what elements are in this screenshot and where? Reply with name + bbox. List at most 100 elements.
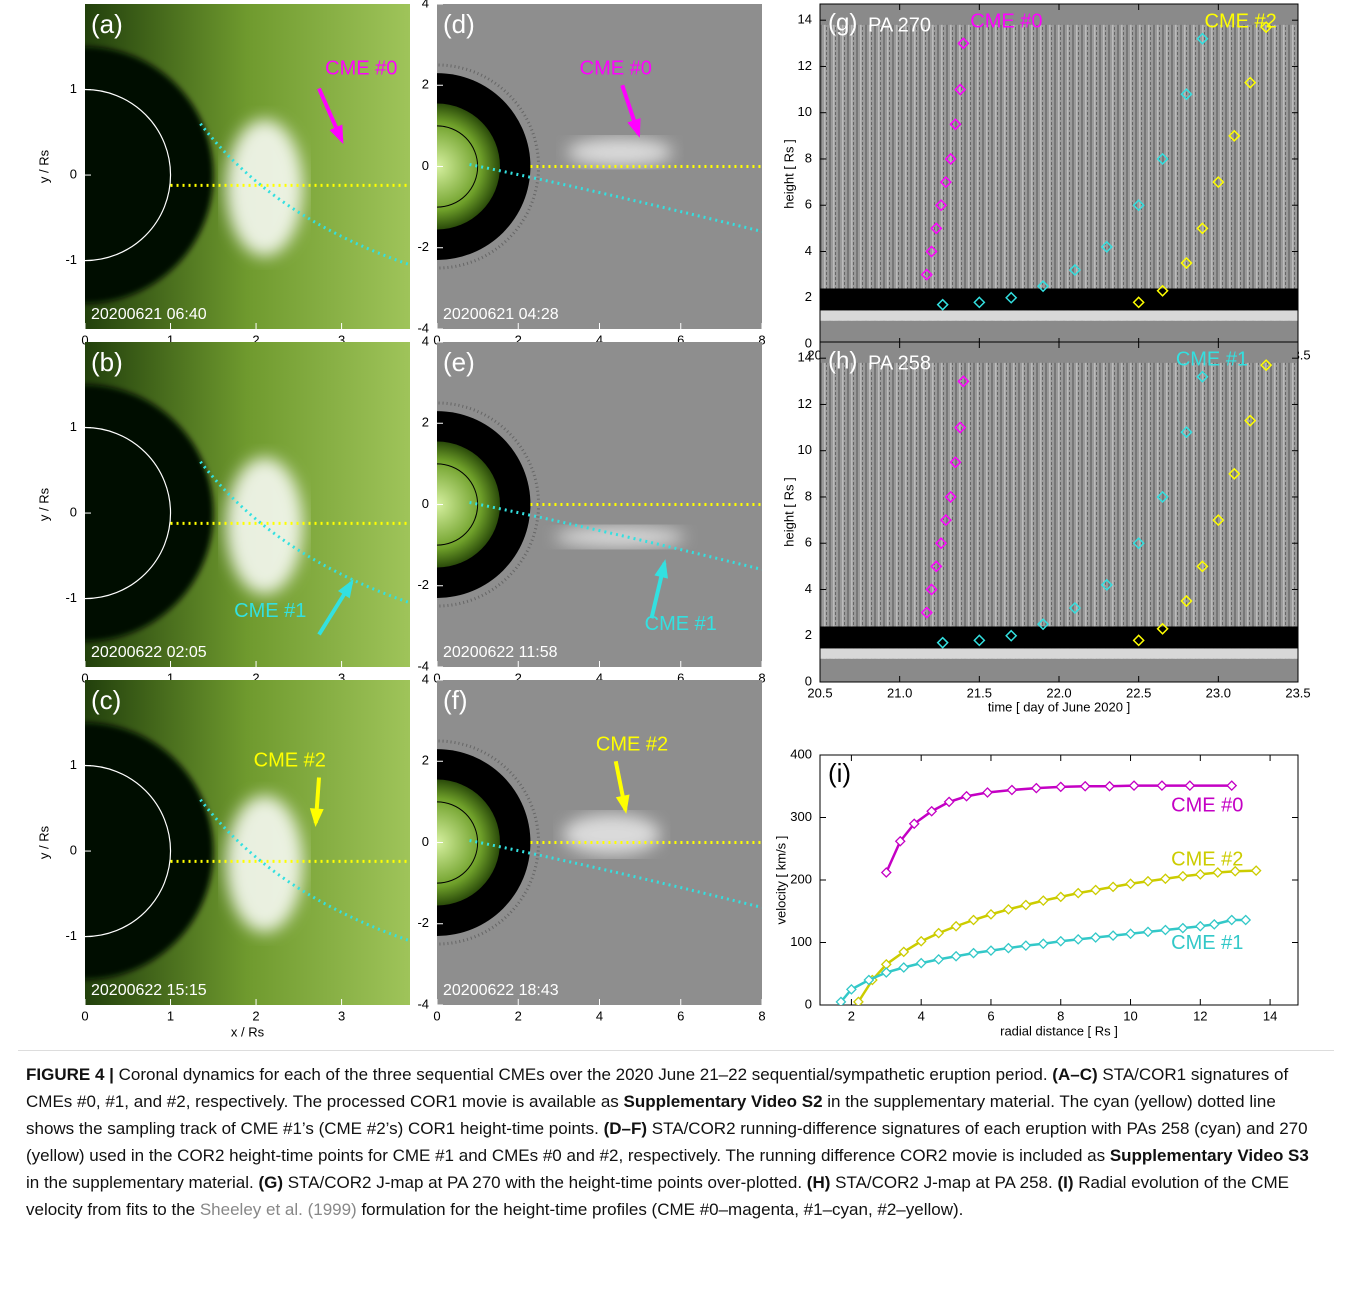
y-tick-label: 1 [70, 81, 77, 96]
track-point [935, 199, 948, 212]
velocity-point [985, 945, 997, 957]
caption-plain: formulation for the height-time profiles… [356, 1200, 964, 1219]
y-axis-label: velocity [ km/s ] [773, 836, 788, 925]
x-tick-label: 1 [167, 670, 174, 685]
x-tick-label: 8 [1057, 1008, 1064, 1023]
y-tick-label: 0 [422, 158, 429, 173]
track-point [1260, 21, 1273, 34]
x-tick-label: 2 [252, 332, 259, 347]
track-point [1100, 240, 1113, 253]
cme-brightness [554, 526, 685, 548]
track-point [1180, 256, 1193, 270]
caption-plain: STA/COR2 J-map at PA 258. [830, 1173, 1058, 1192]
track-point [1260, 359, 1273, 372]
y-tick-label: 2 [422, 415, 429, 430]
timestamp: 20200622 18:43 [443, 982, 559, 999]
panel-label: (i) [828, 758, 851, 788]
y-tick-label: 0 [70, 166, 77, 181]
velocity-point [880, 867, 892, 878]
velocity-point [1055, 935, 1067, 947]
arrow-head [337, 579, 354, 599]
track-point [1005, 629, 1018, 642]
velocity-point [1250, 865, 1262, 877]
caption-plain: STA/COR2 J-map at PA 270 with the height… [283, 1173, 807, 1192]
occulter-ring [437, 739, 541, 946]
y-axis-label: height [ Rs ] [781, 139, 796, 208]
caption-link[interactable]: Sheeley et al. (1999) [199, 1200, 357, 1219]
jmap-occulter-band [820, 626, 1298, 649]
y-tick-label: -1 [65, 252, 77, 267]
panel-image [820, 342, 1298, 682]
panel-label: (d) [443, 9, 475, 39]
solar-limb [85, 764, 172, 938]
track-point [1180, 426, 1193, 439]
solar-limb [437, 463, 479, 546]
velocity-point [961, 790, 972, 802]
velocity-point [1177, 922, 1189, 934]
velocity-point [1212, 867, 1224, 878]
x-tick-label: 2 [252, 1008, 259, 1023]
annotation: CME #0 [325, 57, 397, 79]
velocity-point [968, 947, 979, 959]
velocity-point [950, 920, 962, 932]
velocity-point [1006, 784, 1018, 796]
y-tick-label: 12 [798, 58, 812, 73]
x-tick-label: 1 [167, 332, 174, 347]
timestamp: 20200622 15:15 [91, 982, 207, 999]
track-point [1156, 490, 1169, 504]
y-tick-label: -4 [417, 996, 429, 1011]
jmap-bottom-strip [820, 320, 1298, 344]
x-tick-label: 6 [677, 332, 684, 347]
velocity-point [933, 953, 945, 965]
panel-image [437, 342, 762, 667]
track-point [1037, 618, 1050, 631]
caption-bold: (A–C) [1052, 1065, 1098, 1084]
y-tick-label: 6 [805, 197, 812, 212]
y-tick-label: 4 [422, 333, 429, 348]
track-point [957, 375, 970, 388]
x-tick-label: 4 [918, 1008, 925, 1023]
track-point [1068, 601, 1081, 615]
jmap-occulter-band [820, 288, 1298, 311]
x-tick-label: 3 [338, 332, 345, 347]
solar-limb [437, 125, 479, 208]
panel-image [85, 680, 410, 1005]
velocity-point [943, 796, 955, 808]
x-tick-label: 0 [433, 332, 440, 347]
timestamp: 20200622 11:58 [443, 644, 558, 661]
velocity-point [950, 950, 962, 962]
track-point [1196, 370, 1209, 383]
velocity-point [852, 996, 864, 1005]
plot-frame [819, 754, 1299, 1006]
occulter [85, 722, 214, 980]
y-tick-label: 8 [805, 150, 812, 165]
velocity-point [1226, 780, 1238, 792]
occulter [85, 46, 214, 304]
pa-track-cyan [199, 798, 410, 943]
x-tick-label: 3 [338, 670, 345, 685]
arrow-head [615, 794, 630, 814]
velocity-point [1208, 918, 1220, 930]
track-point [1196, 222, 1209, 235]
y-tick-label: 400 [790, 746, 812, 761]
velocity-point [1079, 780, 1091, 792]
track-point [920, 268, 933, 281]
velocity-point [1090, 884, 1102, 896]
track-point [936, 298, 949, 311]
x-tick-label: 2 [252, 670, 259, 685]
y-tick-label: 4 [805, 243, 812, 258]
track-point [949, 118, 962, 131]
track-point [925, 245, 938, 258]
velocity-point [915, 935, 927, 947]
track-point [1005, 291, 1018, 304]
velocity-point [985, 908, 997, 920]
y-tick-label: 10 [798, 442, 812, 457]
track-point [930, 222, 943, 235]
y-tick-label: 4 [805, 581, 812, 596]
velocity-point [1125, 928, 1136, 940]
x-tick-label: 22.5 [1126, 685, 1151, 700]
velocity-point [1159, 924, 1171, 936]
velocity-point [880, 967, 892, 978]
y-axis-label: y / Rs [36, 825, 51, 859]
track-point [930, 560, 943, 573]
